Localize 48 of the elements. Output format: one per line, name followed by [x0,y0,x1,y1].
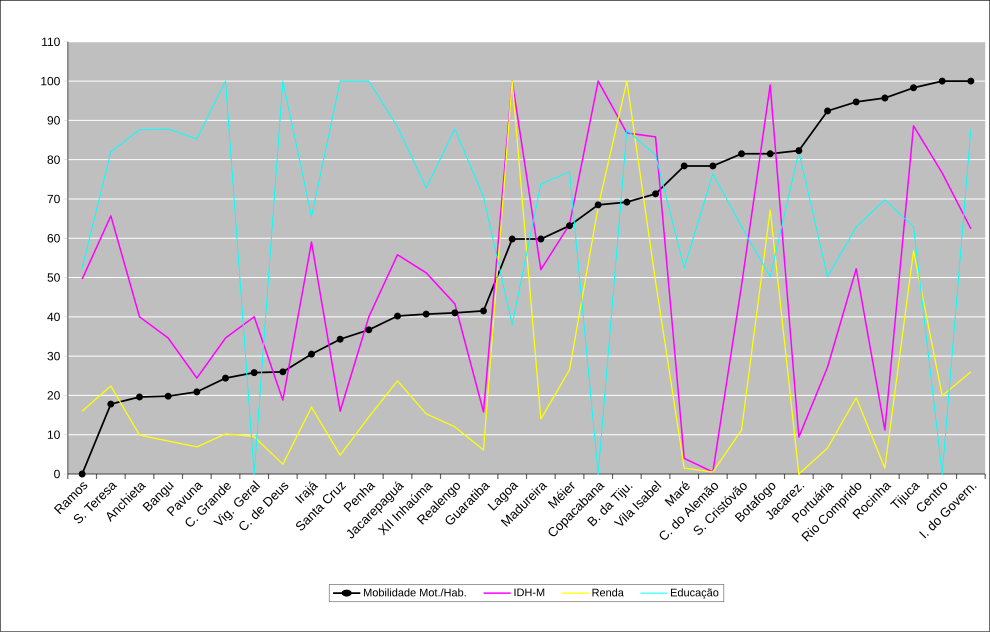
point [508,236,516,243]
y-tick-label: 10 [48,430,60,439]
point [594,201,602,208]
point [910,84,918,92]
point [537,236,544,243]
point [308,350,315,358]
legend-label: IDH-M [514,588,544,596]
point [795,147,802,154]
point [738,150,746,158]
y-tick-label: 40 [47,312,60,322]
y-tick-label: 60 [48,234,60,243]
y-tick-label: 80 [48,156,60,164]
point [336,336,344,343]
point [566,222,573,230]
point [852,98,860,106]
point [107,400,114,408]
point [938,78,946,85]
y-tick-label: 0 [54,470,60,478]
point [480,308,487,314]
point [824,108,832,115]
point [709,162,716,170]
legend-label: Renda [592,588,624,597]
y-tick-label: 50 [47,273,60,282]
point [967,78,974,85]
point [652,190,660,198]
legend-label: Mobilidade Mot./Hab. [364,588,466,597]
point [250,369,258,376]
y-tick-label: 30 [47,352,60,360]
y-tick-label: 70 [48,194,60,204]
point [451,309,458,316]
point [279,368,286,376]
point [881,94,888,102]
point [222,374,229,382]
point [394,312,401,320]
y-tick-label: 110 [42,38,60,46]
y-tick-label: 90 [48,116,60,125]
point [164,392,172,400]
point [365,326,372,334]
point [193,388,200,396]
point [136,394,143,401]
y-tick-label: 100 [41,76,60,86]
legend-label: Educação [671,588,718,599]
point [623,198,630,206]
point [78,470,86,478]
point [422,310,430,318]
point [680,162,688,170]
point [766,150,774,158]
y-tick-label: 20 [48,391,60,400]
